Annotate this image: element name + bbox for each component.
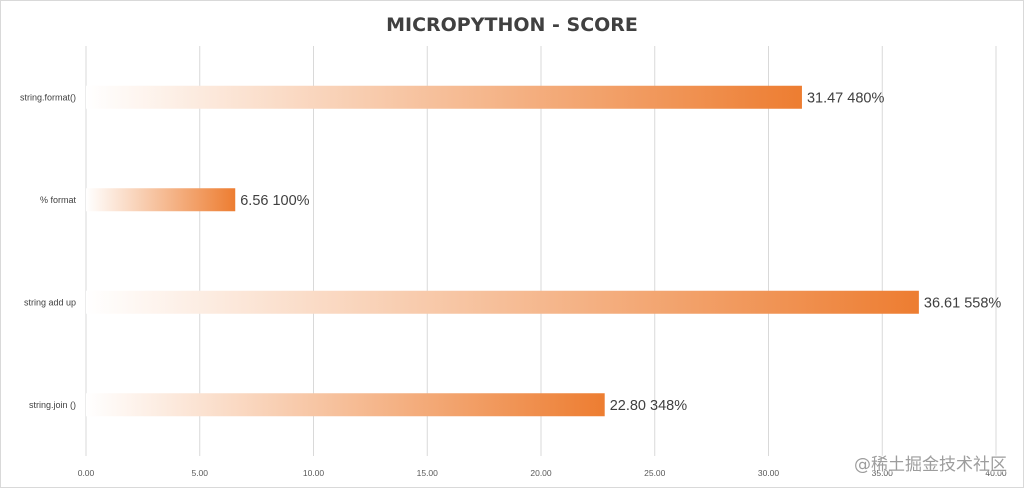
data-label: 22.80 348% bbox=[610, 398, 688, 414]
x-tick-label: 15.00 bbox=[417, 468, 439, 478]
chart-title: MICROPYTHON - SCORE bbox=[386, 14, 638, 36]
watermark: @稀土掘金技术社区 bbox=[854, 455, 1007, 475]
x-tick-label: 25.00 bbox=[644, 468, 666, 478]
bar bbox=[86, 290, 919, 314]
x-tick-label: 20.00 bbox=[530, 468, 552, 478]
gridlines bbox=[85, 46, 997, 456]
category-label: string.join () bbox=[29, 400, 76, 410]
x-tick-label: 30.00 bbox=[758, 468, 780, 478]
bar bbox=[86, 393, 605, 417]
x-tick-label: 40.00 bbox=[985, 468, 1007, 478]
category-label: string add up bbox=[24, 297, 76, 307]
x-tick-label: 5.00 bbox=[191, 468, 208, 478]
data-labels: 31.47 480% 6.56 100% 36.61 558% 22.80 348% bbox=[240, 90, 1001, 414]
bar bbox=[86, 85, 802, 109]
x-tick-label: 0.00 bbox=[78, 468, 95, 478]
category-labels: string.format() % format string add up stri… bbox=[20, 92, 77, 410]
x-axis-tick-labels: 0.00 5.00 10.00 15.00 20.00 25.00 30.00 35.00 40… bbox=[78, 468, 1007, 478]
category-label: % format bbox=[40, 195, 77, 205]
data-label: 6.56 100% bbox=[240, 193, 309, 209]
category-label: string.format() bbox=[20, 92, 76, 102]
bar bbox=[86, 188, 236, 212]
data-label: 31.47 480% bbox=[807, 90, 885, 106]
x-tick-label: 35.00 bbox=[872, 468, 894, 478]
data-label: 36.61 558% bbox=[924, 295, 1002, 311]
bars bbox=[86, 85, 919, 417]
x-tick-label: 10.00 bbox=[303, 468, 325, 478]
